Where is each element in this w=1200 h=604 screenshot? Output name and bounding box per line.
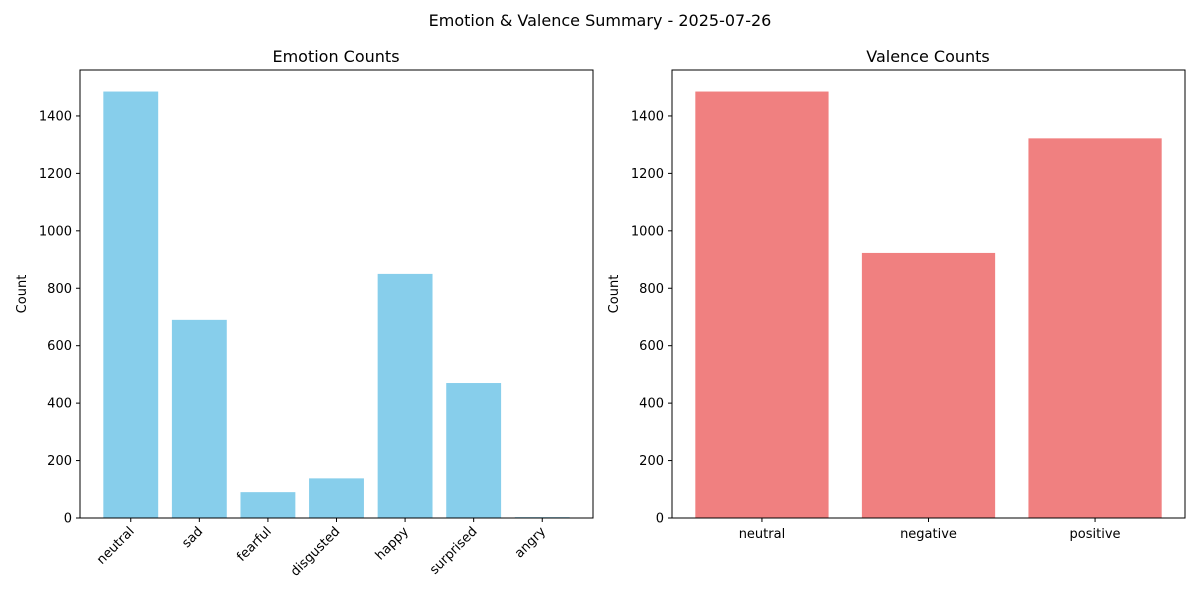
emotion-ytick-label: 800 — [47, 282, 72, 297]
emotion-ytick-label: 400 — [47, 397, 72, 412]
emotion-bar-fearful — [240, 492, 296, 518]
emotion-ytick-label: 0 — [64, 512, 72, 527]
valence-ytick-label: 600 — [639, 339, 664, 354]
emotion-xtick-label: happy — [373, 524, 412, 563]
emotion-chart-ylabel: Count — [15, 275, 30, 314]
emotion-bar-disgusted — [309, 478, 364, 518]
valence-ytick-label: 800 — [639, 282, 664, 297]
emotion-ytick-label: 600 — [47, 339, 72, 354]
emotion-chart-title: Emotion Counts — [272, 47, 399, 66]
emotion-ytick-label: 200 — [47, 454, 72, 469]
valence-ytick-label: 1000 — [631, 224, 664, 239]
valence-bar-negative — [861, 252, 996, 518]
valence-ytick-label: 1200 — [631, 167, 664, 182]
valence-ytick-label: 1400 — [631, 109, 664, 124]
emotion-ytick-label: 1200 — [39, 167, 72, 182]
valence-bar-neutral — [695, 91, 829, 518]
emotion-chart: Emotion Counts Count 0 200 400 600 800 1000 12… — [15, 47, 594, 580]
emotion-ytick-label: 1000 — [39, 224, 72, 239]
valence-xtick-label: positive — [1070, 527, 1121, 542]
emotion-bar-sad — [171, 319, 227, 518]
emotion-bar-neutral — [103, 91, 159, 518]
emotion-xtick-label: surprised — [427, 524, 480, 577]
emotion-xtick-label: fearful — [234, 524, 275, 565]
valence-xtick-label: neutral — [739, 527, 786, 542]
valence-ytick-label: 400 — [639, 397, 664, 412]
emotion-bar-happy — [377, 273, 433, 518]
emotion-xtick-label: disgusted — [288, 524, 343, 579]
valence-ytick-label: 0 — [656, 512, 664, 527]
emotion-bar-surprised — [446, 383, 502, 518]
emotion-ytick-label: 1400 — [39, 109, 72, 124]
valence-bar-positive — [1028, 138, 1162, 518]
valence-chart: Valence Counts Count 0 200 400 600 800 1000 12… — [607, 47, 1186, 542]
valence-xtick-label: negative — [900, 527, 957, 542]
figure-title: Emotion & Valence Summary - 2025-07-26 — [429, 11, 772, 30]
valence-ytick-label: 200 — [639, 454, 664, 469]
emotion-xtick-label: angry — [512, 524, 549, 561]
emotion-xtick-label: sad — [179, 524, 206, 551]
valence-chart-title: Valence Counts — [866, 47, 990, 66]
emotion-xtick-label: neutral — [94, 524, 137, 567]
valence-chart-ylabel: Count — [607, 275, 622, 314]
